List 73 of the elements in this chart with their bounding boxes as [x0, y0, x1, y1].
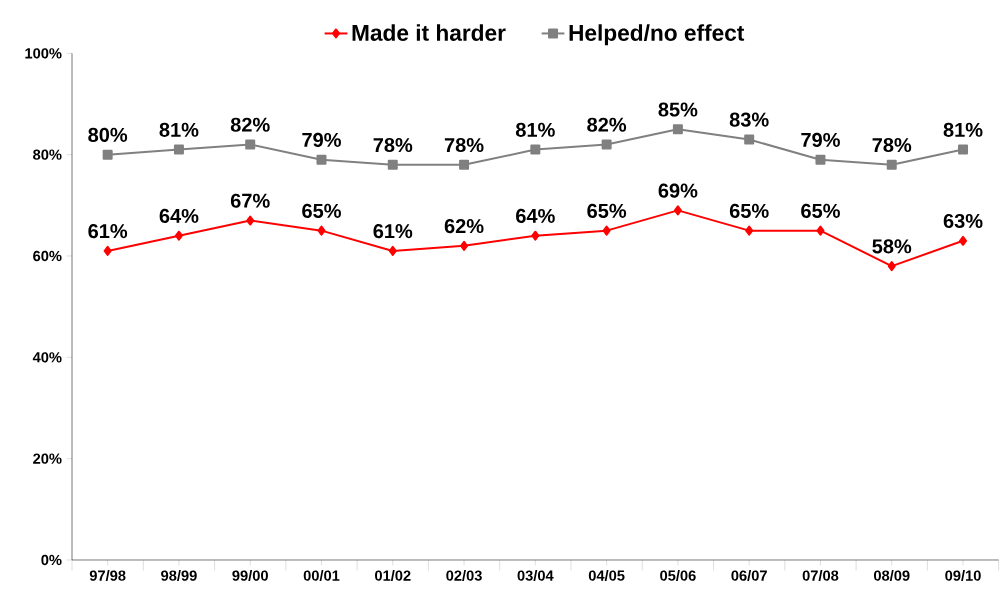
- point: [887, 261, 896, 272]
- point: [459, 159, 470, 170]
- point: [744, 134, 755, 145]
- x-tick-label: 08/09: [873, 570, 910, 581]
- point: [601, 139, 612, 150]
- y-tick-label: 20%: [33, 453, 62, 464]
- data-label: 81%: [515, 122, 555, 137]
- point: [959, 235, 968, 246]
- point: [245, 139, 256, 150]
- data-label: 65%: [587, 203, 627, 218]
- data-label: 78%: [872, 137, 912, 153]
- y-tick-label: 100%: [25, 48, 62, 59]
- y-tick-label: 0%: [41, 554, 62, 566]
- point: [388, 245, 397, 256]
- point: [745, 225, 754, 236]
- point: [103, 245, 112, 256]
- data-label: 58%: [872, 239, 912, 254]
- point: [958, 144, 969, 155]
- point: [815, 154, 826, 165]
- point: [387, 159, 398, 170]
- point: [602, 225, 611, 236]
- x-tick-label: 04/05: [588, 570, 625, 581]
- data-label: 65%: [302, 203, 341, 218]
- legend-label: Made it harder: [352, 24, 506, 41]
- x-tick-label: 07/08: [802, 570, 839, 581]
- data-label: 80%: [88, 127, 128, 142]
- data-label: 82%: [230, 117, 270, 132]
- data-label: 61%: [88, 224, 128, 239]
- x-tick-label: 06/07: [731, 570, 767, 581]
- x-tick-label: 98/99: [161, 570, 197, 581]
- x-tick-label: 03/04: [517, 570, 554, 581]
- x-tick-label: 09/10: [945, 570, 981, 581]
- point: [460, 240, 469, 251]
- data-label: 69%: [658, 183, 698, 198]
- legend-label: Helped/no effect: [569, 24, 745, 46]
- point: [317, 225, 326, 236]
- x-tick-label: 05/06: [660, 570, 696, 581]
- point: [816, 225, 825, 236]
- data-label: 79%: [801, 132, 840, 148]
- point: [531, 230, 540, 241]
- data-label: 62%: [444, 218, 484, 234]
- data-label: 67%: [230, 193, 270, 208]
- data-label: 81%: [943, 122, 983, 137]
- data-label: 64%: [159, 208, 199, 224]
- point: [102, 149, 113, 160]
- point: [174, 230, 183, 241]
- point: [530, 144, 541, 155]
- point: [673, 205, 682, 216]
- data-label: 81%: [159, 122, 199, 137]
- x-tick-label: 01/02: [375, 570, 411, 581]
- data-label: 65%: [729, 203, 769, 218]
- data-label: 61%: [373, 224, 413, 239]
- x-tick-label: 99/00: [232, 570, 268, 581]
- point: [316, 154, 327, 165]
- point: [246, 215, 255, 226]
- data-label: 78%: [373, 137, 413, 153]
- y-tick-label: 60%: [33, 250, 62, 262]
- x-tick-label: 00/01: [303, 570, 340, 581]
- data-label: 83%: [729, 112, 769, 127]
- point: [173, 144, 184, 155]
- y-tick-label: 80%: [33, 149, 62, 160]
- data-label: 82%: [587, 117, 627, 132]
- data-label: 64%: [516, 208, 555, 224]
- point: [886, 159, 897, 170]
- data-label: 65%: [801, 203, 840, 218]
- x-tick-label: 97/98: [89, 570, 126, 581]
- data-label: 79%: [302, 132, 341, 148]
- y-tick-label: 40%: [32, 352, 62, 363]
- data-label: 78%: [444, 137, 484, 153]
- point: [672, 124, 683, 135]
- x-tick-label: 02/03: [446, 570, 482, 581]
- data-label: 63%: [943, 213, 983, 229]
- data-label: 85%: [658, 102, 698, 117]
